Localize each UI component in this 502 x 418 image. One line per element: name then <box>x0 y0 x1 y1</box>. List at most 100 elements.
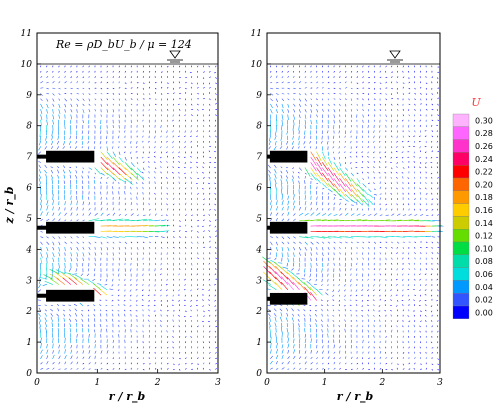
left-velocity-vector <box>70 257 73 262</box>
left-velocity-vector <box>50 169 53 174</box>
right-velocity-vector <box>287 257 289 263</box>
left-velocity-vector <box>123 300 126 302</box>
right-velocity-vector <box>321 304 323 306</box>
right-velocity-vector <box>274 257 277 261</box>
right-velocity-vector <box>431 130 434 132</box>
left-velocity-vector <box>69 309 72 312</box>
right-velocity-vector <box>270 98 273 101</box>
right-velocity-vector <box>350 114 353 118</box>
left-velocity-vector <box>203 203 205 206</box>
right-velocity-vector <box>339 87 341 90</box>
right-velocity-vector <box>339 103 341 107</box>
right-velocity-vector <box>327 183 336 192</box>
left-velocity-vector <box>82 93 85 95</box>
colorbar-swatch <box>452 254 470 268</box>
left-velocity-vector <box>70 207 73 211</box>
left-velocity-vector <box>81 140 84 145</box>
right-velocity-vector <box>408 87 411 90</box>
left-velocity-vector <box>70 200 73 206</box>
left-shaft-stub <box>37 225 49 230</box>
right-velocity-vector <box>390 156 392 159</box>
left-velocity-vector <box>58 98 61 101</box>
left-velocity-vector <box>142 236 148 239</box>
left-velocity-vector <box>46 257 48 264</box>
right-velocity-vector <box>275 348 279 354</box>
right-velocity-vector <box>281 236 285 240</box>
right-velocity-vector <box>373 98 376 100</box>
left-velocity-vector <box>40 76 43 78</box>
left-velocity-vector <box>160 125 162 128</box>
left-velocity-vector <box>124 247 127 250</box>
left-velocity-vector <box>167 309 169 312</box>
left-velocity-vector <box>40 204 43 211</box>
left-velocity-vector <box>82 76 85 78</box>
left-velocity-vector <box>179 268 181 270</box>
left-velocity-vector <box>148 93 151 95</box>
right-velocity-vector <box>431 93 433 95</box>
right-velocity-vector <box>275 368 279 370</box>
right-velocity-vector <box>270 205 273 211</box>
left-velocity-vector <box>178 300 180 302</box>
left-velocity-vector <box>94 213 98 216</box>
left-velocity-vector <box>49 273 60 280</box>
right-velocity-vector <box>436 156 438 158</box>
right-velocity-vector <box>281 119 283 126</box>
right-velocity-vector <box>339 178 346 187</box>
right-velocity-vector <box>408 362 410 365</box>
left-velocity-vector <box>197 288 199 291</box>
right-velocity-vector <box>379 356 382 359</box>
right-velocity-vector <box>332 299 335 301</box>
right-velocity-vector <box>286 323 289 328</box>
right-velocity-vector <box>293 236 296 239</box>
left-y-tick-label: 8 <box>26 122 32 132</box>
right-velocity-vector <box>287 93 290 95</box>
right-velocity-vector <box>304 338 307 344</box>
right-velocity-vector <box>419 135 421 137</box>
right-velocity-vector <box>396 81 398 84</box>
right-velocity-vector <box>361 315 364 317</box>
left-velocity-vector <box>58 76 60 78</box>
right-velocity-vector <box>327 213 332 216</box>
right-velocity-vector <box>298 338 301 344</box>
right-velocity-vector <box>304 114 307 119</box>
right-velocity-vector <box>293 103 296 107</box>
left-velocity-vector <box>100 252 103 255</box>
right-velocity-vector <box>298 93 301 96</box>
left-velocity-vector <box>129 151 132 154</box>
left-velocity-vector <box>37 289 41 293</box>
right-velocity-vector <box>316 103 319 107</box>
right-velocity-vector <box>373 289 375 292</box>
colorbar-swatch <box>452 152 470 166</box>
left-velocity-vector <box>38 313 41 317</box>
left-velocity-vector <box>214 151 216 153</box>
left-velocity-vector <box>172 336 174 338</box>
right-velocity-vector <box>322 201 324 206</box>
right-velocity-vector <box>419 140 421 143</box>
right-velocity-vector <box>310 247 312 251</box>
left-velocity-vector <box>167 208 169 211</box>
right-velocity-vector <box>310 109 312 113</box>
left-velocity-vector <box>185 214 187 216</box>
colorbar-tick-label: 0.16 <box>475 206 493 215</box>
left-velocity-vector <box>190 300 192 302</box>
left-velocity-vector <box>64 75 66 78</box>
left-velocity-vector <box>81 323 84 328</box>
left-velocity-vector <box>148 81 151 84</box>
left-velocity-vector <box>214 193 216 195</box>
left-velocity-vector <box>142 161 145 163</box>
right-velocity-vector <box>270 247 272 251</box>
right-velocity-vector <box>419 289 421 292</box>
right-velocity-vector <box>275 212 279 216</box>
right-velocity-vector <box>280 179 283 184</box>
right-velocity-vector <box>310 98 312 100</box>
right-velocity-vector <box>281 109 284 114</box>
left-velocity-vector <box>106 167 115 176</box>
left-velocity-vector <box>88 318 90 322</box>
right-velocity-vector <box>408 262 410 265</box>
left-velocity-vector <box>38 316 41 322</box>
right-velocity-vector <box>315 323 317 328</box>
left-velocity-vector <box>166 177 168 179</box>
left-velocity-vector <box>112 146 114 149</box>
right-velocity-vector <box>338 300 340 302</box>
right-velocity-vector <box>280 170 283 174</box>
